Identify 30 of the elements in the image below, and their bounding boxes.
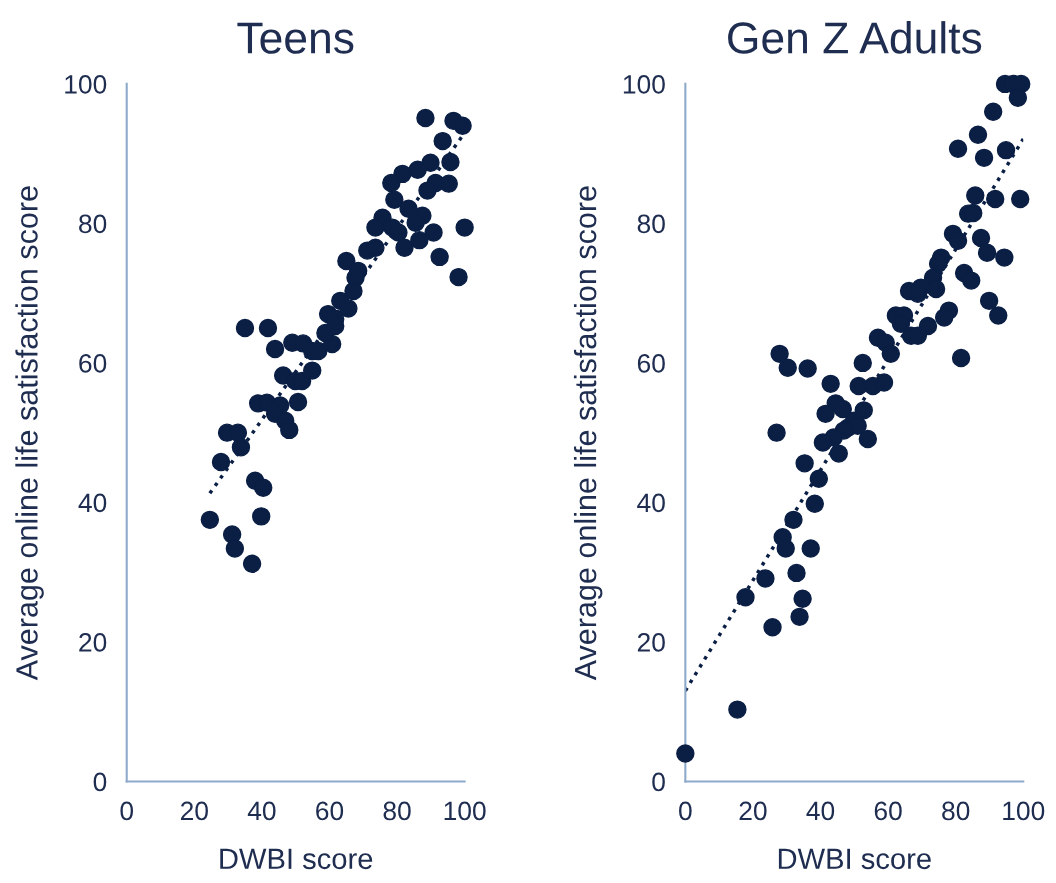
x-tick-label: 0 bbox=[120, 801, 134, 821]
y-tick-label: 0 bbox=[93, 772, 107, 792]
y-tick-label: 80 bbox=[637, 214, 665, 234]
y-tick-label: 80 bbox=[79, 214, 107, 234]
x-tick-label: 40 bbox=[806, 801, 835, 821]
chart-title: Teens bbox=[237, 22, 354, 54]
x-tick-label: 0 bbox=[679, 801, 692, 821]
x-tick-label: 100 bbox=[1003, 801, 1045, 821]
x-tick-label: 60 bbox=[316, 801, 344, 821]
y-tick-label: 20 bbox=[79, 633, 107, 652]
y-tick-label: 100 bbox=[623, 75, 665, 94]
y-axis-title: Average online life satisfaction score bbox=[15, 186, 44, 681]
x-axis-title: DWBI score bbox=[778, 848, 931, 870]
x-tick-label: 80 bbox=[383, 801, 411, 821]
y-tick-label: 40 bbox=[78, 493, 107, 513]
x-tick-label: 20 bbox=[739, 801, 767, 821]
y-axis-title: Average online life satisfaction score bbox=[573, 186, 603, 681]
x-axis-title: DWBI score bbox=[220, 848, 373, 870]
y-tick-label: 100 bbox=[65, 75, 107, 94]
y-tick-label: 0 bbox=[652, 772, 665, 792]
y-tick-label: 40 bbox=[637, 493, 665, 513]
x-tick-label: 80 bbox=[942, 801, 970, 821]
x-tick-label: 60 bbox=[874, 801, 902, 821]
x-tick-label: 20 bbox=[180, 801, 208, 821]
chart-title: Gen Z Adults bbox=[728, 21, 982, 54]
y-tick-label: 20 bbox=[637, 633, 665, 652]
y-tick-label: 60 bbox=[637, 354, 665, 373]
y-tick-label: 60 bbox=[79, 354, 107, 373]
x-tick-label: 40 bbox=[247, 801, 276, 821]
x-tick-label: 100 bbox=[444, 801, 486, 821]
